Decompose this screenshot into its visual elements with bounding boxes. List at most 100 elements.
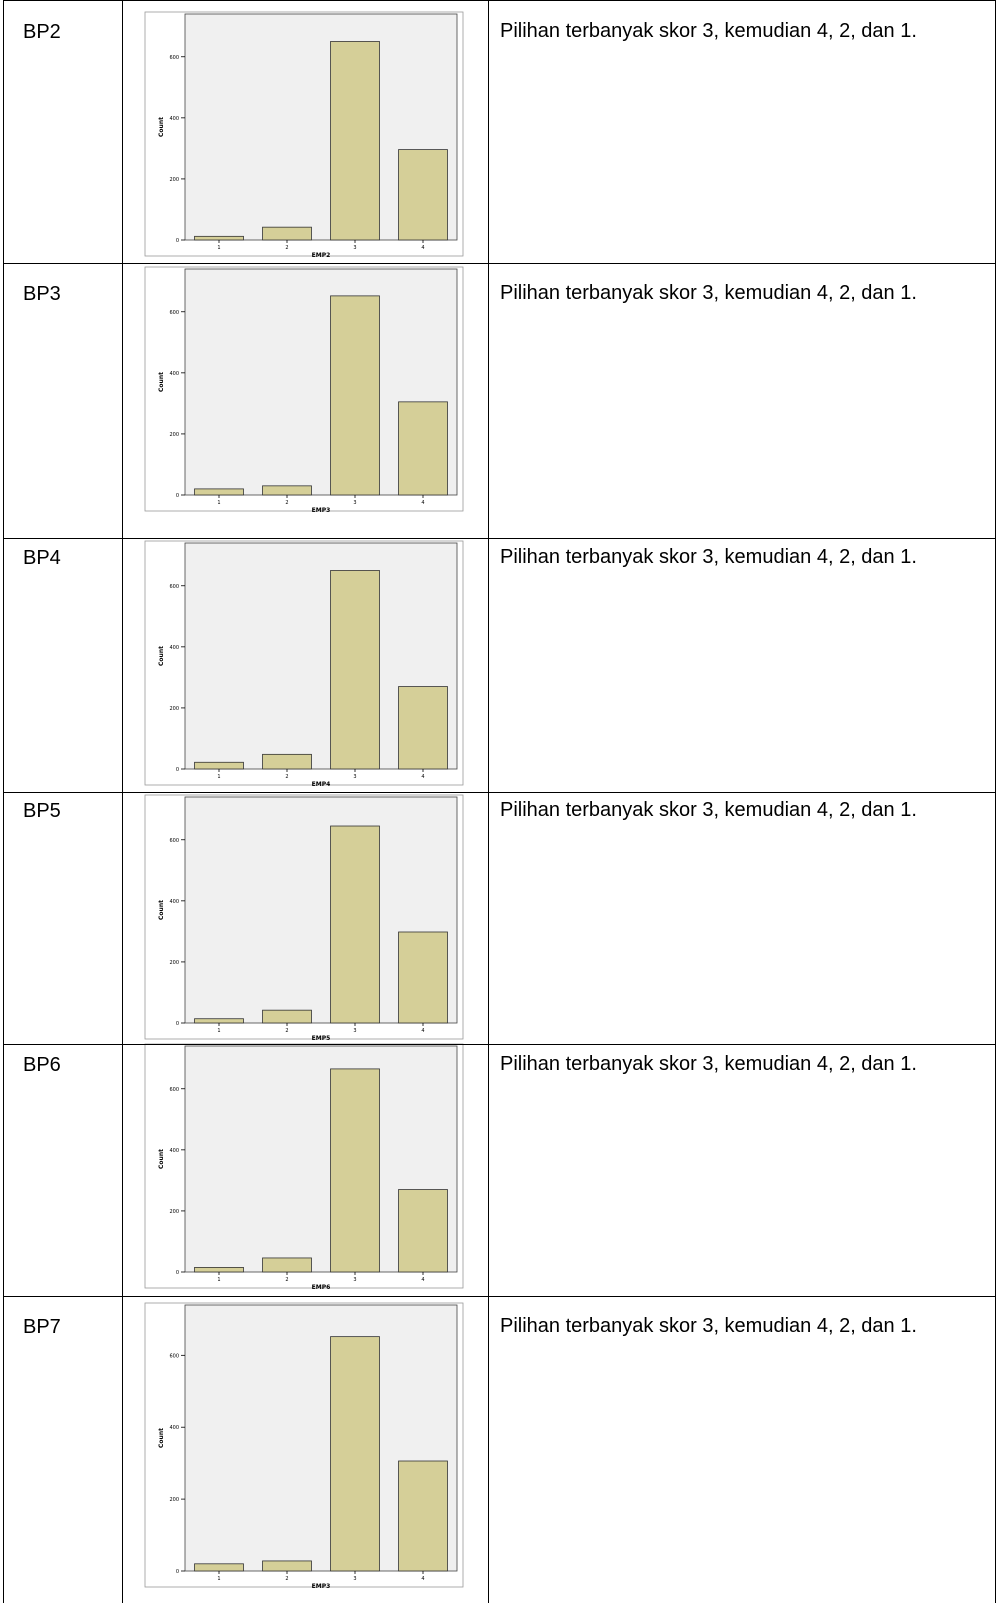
bar	[262, 753, 312, 770]
row-divider	[3, 0, 996, 1]
y-tick-label: 400	[169, 1425, 179, 1431]
row-label: BP5	[23, 800, 61, 822]
bar	[330, 1068, 380, 1273]
y-tick-label: 0	[176, 1270, 179, 1276]
x-tick-label: 2	[285, 1576, 288, 1582]
x-tick-label: 4	[421, 774, 424, 780]
x-axis-label: EMP6	[312, 1284, 331, 1291]
y-axis-label: Count	[158, 372, 165, 392]
x-tick-label: 4	[421, 1028, 424, 1034]
x-tick-label: 3	[353, 500, 356, 506]
x-axis-label: EMP2	[312, 252, 331, 259]
bar-chart: 0 200 400 600 1 2 3 4 EMP5 Count	[144, 794, 464, 1042]
row-label: BP3	[23, 283, 61, 305]
document-table: BP2 0 200 400 600 1 2 3 4 EMP2 Count Pilihan terb…	[3, 0, 996, 1603]
x-tick-label: 4	[421, 245, 424, 251]
bar	[194, 1563, 244, 1572]
x-tick-label: 2	[285, 1028, 288, 1034]
row-divider	[3, 1296, 996, 1297]
bar	[194, 1018, 244, 1024]
y-tick-label: 600	[169, 310, 179, 316]
x-tick-label: 3	[353, 1576, 356, 1582]
bar	[330, 295, 380, 496]
row-divider	[3, 1044, 996, 1045]
row-description: Pilihan terbanyak skor 3, kemudian 4, 2,…	[500, 546, 917, 568]
y-tick-label: 200	[169, 1497, 179, 1503]
row-label: BP7	[23, 1316, 61, 1338]
bar	[194, 761, 244, 770]
bar	[398, 686, 448, 770]
row-label: BP2	[23, 21, 61, 43]
y-tick-label: 400	[169, 371, 179, 377]
table-border-left	[3, 0, 4, 1603]
row-label: BP4	[23, 547, 61, 569]
row-divider	[3, 263, 996, 264]
y-tick-label: 200	[169, 177, 179, 183]
y-tick-label: 200	[169, 1209, 179, 1215]
bar-chart: 0 200 400 600 1 2 3 4 EMP6 Count	[144, 1043, 464, 1291]
x-tick-label: 2	[285, 1277, 288, 1283]
y-tick-label: 200	[169, 706, 179, 712]
row-divider	[3, 538, 996, 539]
column-divider	[488, 0, 489, 1603]
x-axis-label: EMP3	[312, 507, 331, 514]
y-axis-label: Count	[158, 1149, 165, 1169]
x-tick-label: 3	[353, 774, 356, 780]
row-description: Pilihan terbanyak skor 3, kemudian 4, 2,…	[500, 1053, 917, 1075]
bar	[262, 485, 312, 496]
y-tick-label: 0	[176, 238, 179, 244]
bar	[398, 1189, 448, 1273]
x-tick-label: 3	[353, 1277, 356, 1283]
row-description: Pilihan terbanyak skor 3, kemudian 4, 2,…	[500, 1315, 917, 1337]
bar	[262, 1009, 312, 1024]
y-tick-label: 400	[169, 899, 179, 905]
bar-chart: 0 200 400 600 1 2 3 4 EMP2 Count	[144, 11, 464, 259]
y-tick-label: 600	[169, 1353, 179, 1359]
bar	[330, 570, 380, 770]
x-tick-label: 1	[217, 1576, 220, 1582]
row-label: BP6	[23, 1054, 61, 1076]
y-tick-label: 0	[176, 1021, 179, 1027]
bar	[262, 1257, 312, 1273]
x-tick-label: 3	[353, 245, 356, 251]
x-axis-label: EMP5	[312, 1035, 331, 1042]
column-divider	[122, 0, 123, 1603]
y-tick-label: 0	[176, 1569, 179, 1575]
row-description: Pilihan terbanyak skor 3, kemudian 4, 2,…	[500, 799, 917, 821]
x-tick-label: 2	[285, 245, 288, 251]
x-tick-label: 3	[353, 1028, 356, 1034]
x-tick-label: 2	[285, 774, 288, 780]
bar	[398, 149, 448, 241]
row-description: Pilihan terbanyak skor 3, kemudian 4, 2,…	[500, 282, 917, 304]
x-tick-label: 1	[217, 774, 220, 780]
bar	[330, 1336, 380, 1572]
y-tick-label: 0	[176, 493, 179, 499]
x-tick-label: 1	[217, 500, 220, 506]
x-axis-label: EMP4	[312, 781, 331, 788]
y-tick-label: 200	[169, 432, 179, 438]
x-tick-label: 1	[217, 1028, 220, 1034]
y-tick-label: 600	[169, 1087, 179, 1093]
y-tick-label: 600	[169, 584, 179, 590]
y-tick-label: 400	[169, 1148, 179, 1154]
x-tick-label: 2	[285, 500, 288, 506]
y-tick-label: 0	[176, 767, 179, 773]
y-tick-label: 600	[169, 838, 179, 844]
bar-chart: 0 200 400 600 1 2 3 4 EMP4 Count	[144, 540, 464, 788]
y-axis-label: Count	[158, 646, 165, 666]
bar	[398, 401, 448, 496]
table-border-right	[995, 0, 996, 1603]
bar-chart: 0 200 400 600 1 2 3 4 EMP3 Count	[144, 1302, 464, 1590]
y-axis-label: Count	[158, 117, 165, 137]
y-tick-label: 600	[169, 55, 179, 61]
x-tick-label: 4	[421, 1576, 424, 1582]
bar	[194, 235, 244, 241]
x-tick-label: 4	[421, 1277, 424, 1283]
bar	[194, 488, 244, 496]
x-tick-label: 1	[217, 245, 220, 251]
bar	[398, 1460, 448, 1572]
bar-chart: 0 200 400 600 1 2 3 4 EMP3 Count	[144, 266, 464, 514]
x-tick-label: 1	[217, 1277, 220, 1283]
y-axis-label: Count	[158, 1428, 165, 1448]
bar	[194, 1267, 244, 1273]
